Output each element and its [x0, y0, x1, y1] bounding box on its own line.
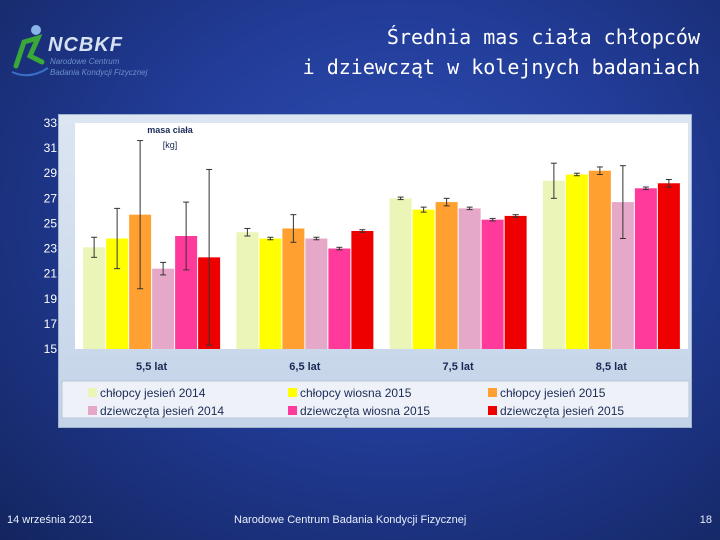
bar: [634, 188, 657, 349]
y-axis-label-line1: masa ciała: [147, 125, 194, 135]
logo-subtitle-line2: Badania Kondycji Fizycznej: [50, 68, 148, 77]
y-tick-label: 23: [44, 242, 58, 256]
legend-swatch: [88, 406, 97, 415]
y-tick-label: 15: [44, 342, 58, 356]
y-tick-label: 27: [44, 191, 58, 205]
x-tick-label: 5,5 lat: [136, 361, 168, 373]
legend-swatch: [488, 388, 497, 397]
legend-swatch: [288, 406, 297, 415]
y-tick-label: 29: [44, 166, 58, 180]
y-tick-label: 17: [44, 317, 58, 331]
bar: [282, 228, 305, 349]
bar: [259, 238, 282, 349]
slide-title: Średnia mas ciała chłopców i dziewcząt w…: [303, 22, 700, 82]
bar: [481, 219, 504, 349]
y-tick-label: 21: [44, 267, 58, 281]
bar: [152, 268, 175, 349]
bar: [435, 202, 458, 349]
legend-swatch: [488, 406, 497, 415]
bar: [106, 238, 129, 349]
legend-label: chłopcy jesień 2014: [100, 386, 206, 400]
bar: [611, 202, 634, 349]
bar: [328, 248, 351, 349]
bar: [351, 230, 374, 349]
bar: [458, 208, 481, 349]
footer-organization: Narodowe Centrum Badania Kondycji Fizycz…: [234, 514, 467, 526]
x-tick-label: 8,5 lat: [596, 361, 628, 373]
logo-subtitle-line1: Narodowe Centrum: [50, 57, 120, 66]
legend-label: chłopcy jesień 2015: [500, 386, 606, 400]
bar: [542, 180, 565, 349]
y-tick-label: 33: [44, 116, 58, 130]
legend-swatch: [88, 388, 97, 397]
footer-date: 14 września 2021: [7, 514, 94, 526]
legend-label: dziewczęta jesień 2014: [100, 404, 224, 418]
y-axis-label-line2: [kg]: [163, 140, 178, 150]
legend-label: dziewczęta wiosna 2015: [300, 404, 430, 418]
bar: [588, 170, 611, 349]
slide-title-line1: Średnia mas ciała chłopców: [386, 25, 700, 49]
legend-swatch: [288, 388, 297, 397]
bar: [657, 183, 680, 349]
y-tick-label: 25: [44, 216, 58, 230]
bar: [83, 247, 106, 349]
bar: [565, 174, 588, 349]
legend-label: chłopcy wiosna 2015: [300, 386, 412, 400]
bar: [305, 238, 328, 349]
legend-label: dziewczęta jesień 2015: [500, 404, 624, 418]
bar: [412, 209, 435, 349]
x-tick-label: 7,5 lat: [443, 361, 475, 373]
logo-name: NCBKF: [48, 34, 123, 56]
runner-icon: [11, 25, 49, 77]
y-tick-label: 31: [44, 141, 58, 155]
bar: [236, 232, 259, 349]
bar: [389, 198, 412, 349]
x-tick-label: 6,5 lat: [289, 361, 321, 373]
page-number: 18: [699, 514, 712, 526]
bar: [504, 215, 527, 349]
bar: [175, 236, 198, 349]
legend: [61, 380, 690, 419]
slide-title-line2: i dziewcząt w kolejnych badaniach: [302, 55, 700, 79]
y-tick-label: 19: [44, 292, 58, 306]
ncbkf-logo: NCBKF Narodowe Centrum Badania Kondycji …: [10, 22, 180, 88]
